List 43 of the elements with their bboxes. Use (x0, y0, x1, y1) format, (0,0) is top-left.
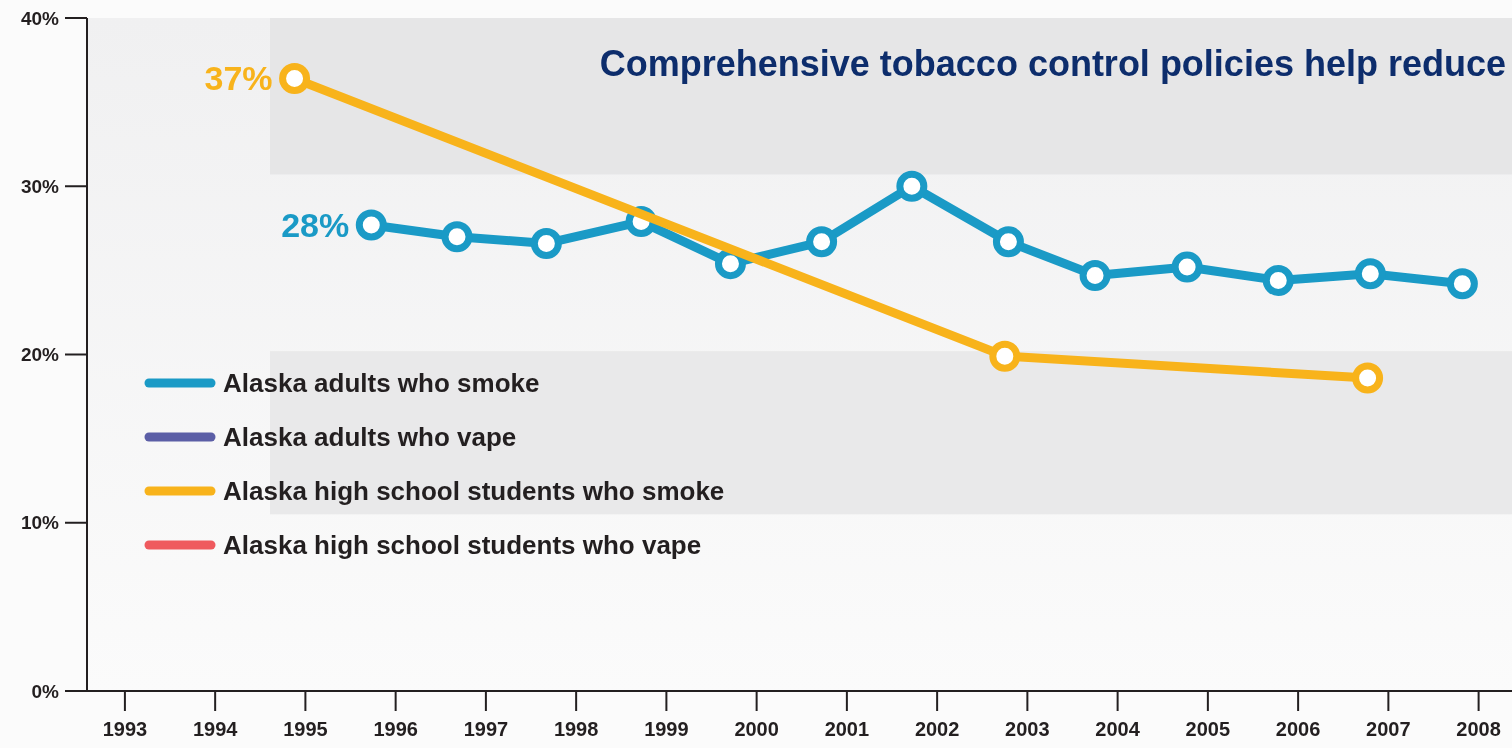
point (279, 63, 311, 95)
point (1262, 264, 1294, 296)
point (355, 209, 387, 241)
y-tick-label: 30% (20, 175, 60, 197)
point (1171, 251, 1203, 283)
x-tick-label: 2007 (1366, 718, 1411, 740)
text: Comprehensive tobacco control policies help reduce (599, 43, 1506, 84)
point (1354, 258, 1386, 290)
x-tick-label: 2008 (1456, 718, 1501, 740)
y-tick-label: 20% (20, 344, 60, 366)
x-tick-label: 1998 (553, 718, 599, 740)
legend-label: Alaska high school students who vape (223, 530, 702, 561)
point (896, 170, 928, 202)
point (714, 248, 746, 280)
point (441, 221, 473, 253)
point (989, 340, 1021, 372)
annotation: 28% (281, 205, 350, 244)
legend-label: Alaska adults who vape (223, 422, 517, 453)
x-tick-label: 1993 (102, 718, 148, 740)
x-tick-label: 2002 (914, 718, 960, 740)
point (992, 226, 1024, 258)
y-tick-label: 40% (20, 7, 60, 29)
y-tick-label: 0% (31, 680, 60, 702)
x-tick-label: 1994 (192, 718, 239, 740)
point (1446, 268, 1478, 300)
point (1352, 362, 1384, 394)
y-tick-label: 10% (20, 512, 60, 534)
x-tick-label: 2005 (1185, 718, 1231, 740)
point (1079, 259, 1111, 291)
annotation: 37% (204, 59, 273, 98)
x-tick-label: 2004 (1095, 718, 1141, 740)
x-tick-label: 2003 (1005, 718, 1050, 740)
x-tick-label: 1995 (283, 718, 328, 740)
point (806, 226, 838, 258)
legend-label: Alaska adults who smoke (223, 368, 540, 399)
x-tick-label: 2006 (1275, 718, 1321, 740)
point (530, 227, 562, 259)
x-tick-label: 1997 (463, 718, 509, 740)
x-tick-label: 2001 (824, 718, 870, 740)
x-tick-label: 2000 (734, 718, 779, 740)
x-tick-label: 1999 (644, 718, 689, 740)
x-tick-label: 1996 (373, 718, 418, 740)
legend-label: Alaska high school students who smoke (223, 476, 725, 507)
